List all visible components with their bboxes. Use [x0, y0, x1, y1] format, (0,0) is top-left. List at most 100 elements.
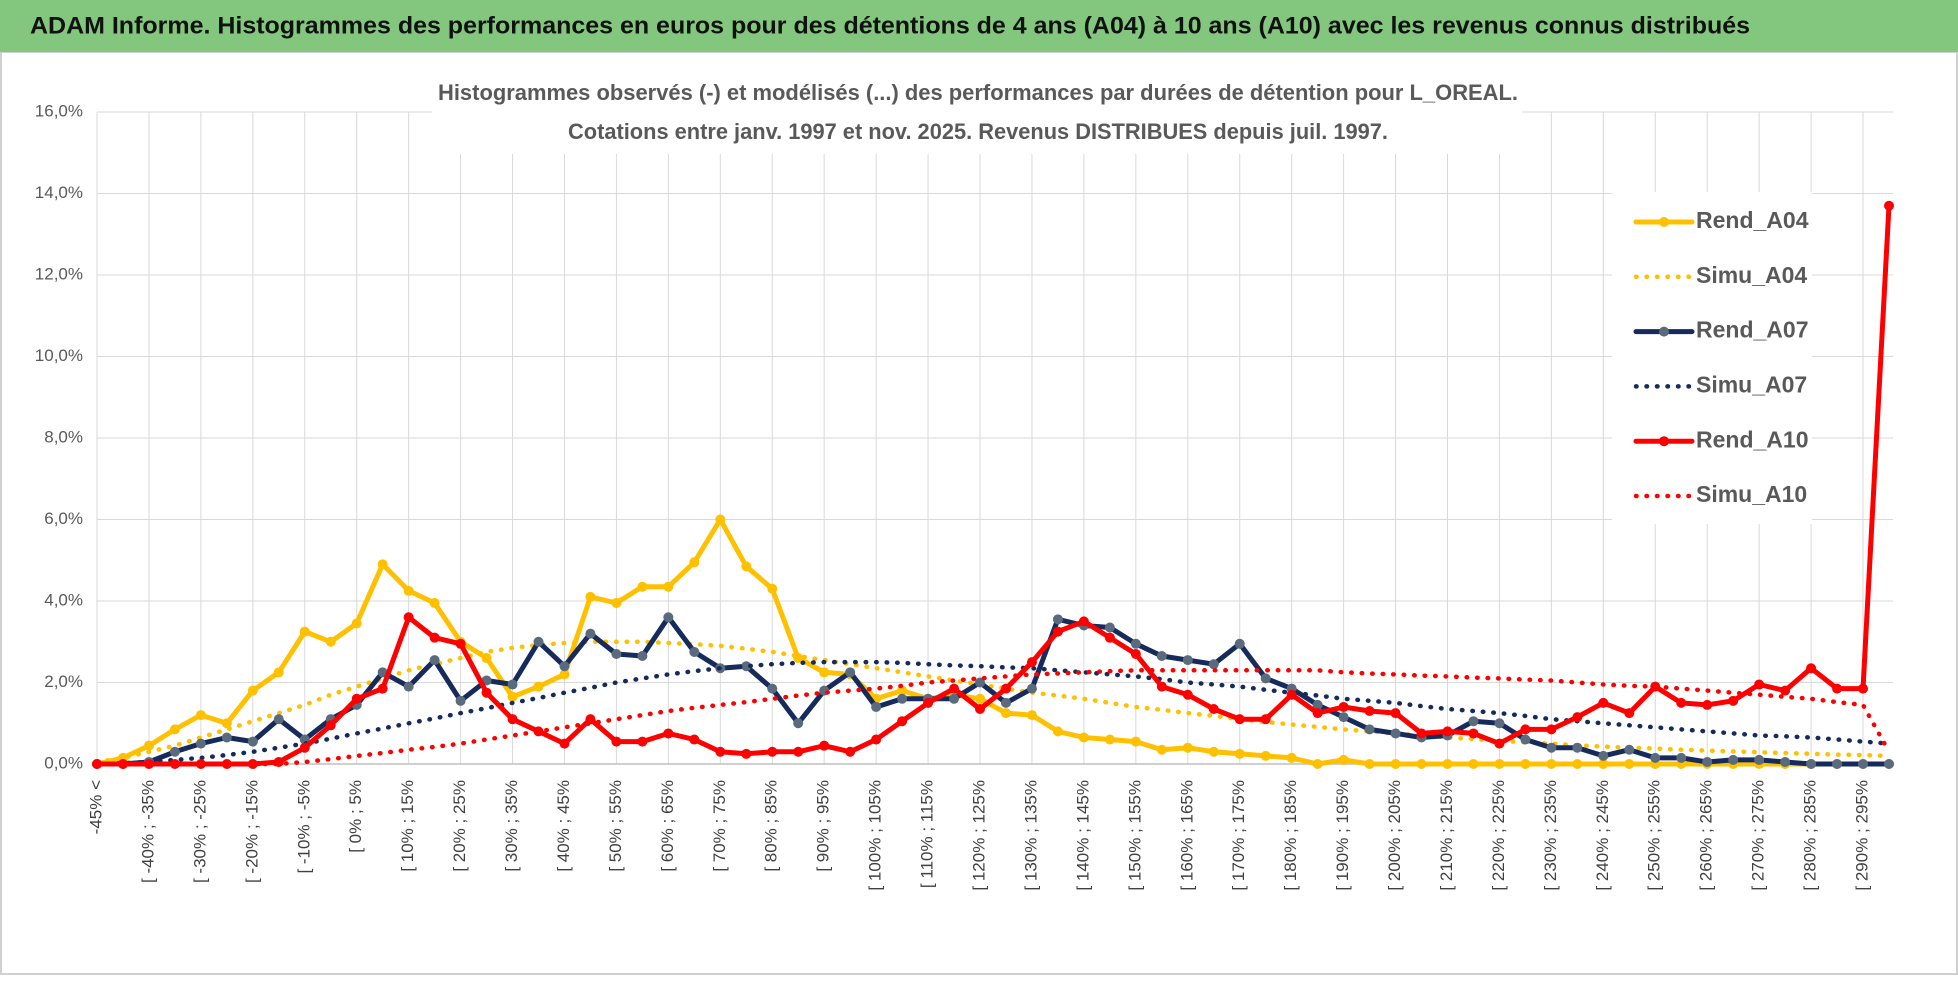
series-marker: [1052, 614, 1063, 625]
series-marker: [949, 683, 960, 694]
series-marker: [1234, 714, 1245, 725]
series-marker: [793, 718, 804, 729]
x-tick-label: [ 280% ; 285%: [1801, 780, 1820, 891]
series-marker: [273, 714, 284, 725]
series-marker: [1026, 683, 1037, 694]
x-tick-label: [ 220% ; 225%: [1489, 780, 1508, 891]
series-marker: [1260, 673, 1271, 684]
series-marker: [1104, 734, 1115, 745]
series-marker: [143, 740, 154, 751]
series-marker: [1442, 759, 1453, 769]
series-marker: [507, 679, 518, 690]
series-marker: [949, 693, 960, 704]
series-marker: [585, 591, 596, 602]
series-marker: [767, 683, 778, 694]
series-marker: [1260, 750, 1271, 761]
series-marker: [663, 581, 674, 592]
x-tick-label: [ 100% ; 105%: [866, 780, 885, 891]
series-marker: [1416, 728, 1427, 739]
series-marker: [1260, 714, 1271, 725]
series-marker: [403, 585, 414, 596]
series-marker: [1832, 683, 1843, 694]
series-marker: [611, 648, 622, 659]
series-marker: [325, 720, 336, 731]
series-marker: [403, 612, 414, 623]
series-marker: [663, 612, 674, 623]
series-marker: [611, 598, 622, 609]
series-marker: [819, 740, 830, 751]
series-line: [94, 517, 1892, 767]
series-marker: [1884, 759, 1894, 769]
series-marker: [611, 736, 622, 747]
legend-marker: [1659, 326, 1669, 337]
series-marker: [1078, 616, 1089, 627]
header-bar: [0, 0, 1958, 52]
series-marker: [247, 685, 258, 696]
series-marker: [533, 681, 544, 692]
series-marker: [195, 738, 206, 749]
x-tick-label: [ 0% ; 5%: [346, 780, 365, 853]
series-marker: [845, 667, 856, 678]
series-marker: [299, 626, 310, 637]
series-marker: [1832, 759, 1843, 769]
series-marker: [1754, 754, 1765, 765]
series-marker: [1026, 657, 1037, 668]
series-marker: [585, 628, 596, 639]
series-line: [94, 203, 1892, 767]
series-marker: [975, 693, 986, 704]
series-marker: [975, 703, 986, 714]
x-tick-label: [ 200% ; 205%: [1385, 780, 1404, 891]
series-marker: [1884, 200, 1894, 211]
x-tick-label: [ 140% ; 145%: [1073, 780, 1092, 891]
legend-label: Simu_A07: [1696, 371, 1807, 397]
series-marker: [429, 632, 440, 643]
x-tick-label: [ 250% ; 255%: [1645, 780, 1664, 891]
series-marker: [247, 736, 258, 747]
series-marker: [689, 734, 700, 745]
title-background: [432, 74, 1522, 154]
series-marker: [559, 738, 570, 749]
series-marker: [741, 561, 752, 572]
series-marker: [351, 693, 362, 704]
series-marker: [897, 685, 908, 696]
series-marker: [299, 742, 310, 753]
series-marker: [1780, 685, 1791, 696]
series-marker: [1624, 744, 1635, 755]
x-tick-label: [ 70% ; 75%: [710, 780, 729, 872]
x-tick-label: [ 10% ; 15%: [398, 780, 417, 872]
series-marker: [377, 559, 388, 570]
series-marker: [1598, 750, 1609, 761]
legend-label: Rend_A10: [1696, 426, 1808, 452]
series-marker: [1520, 734, 1531, 745]
series-marker: [1156, 681, 1167, 692]
y-tick-label: 12,0%: [35, 264, 83, 283]
series-marker: [1286, 752, 1297, 763]
x-tick-label: [ 80% ; 85%: [762, 780, 781, 872]
x-tick-label: [ 20% ; 25%: [450, 780, 469, 872]
series-marker: [1390, 728, 1401, 739]
series-marker: [507, 714, 518, 725]
series-marker: [1598, 759, 1609, 769]
series-marker: [1390, 759, 1401, 769]
y-tick-label: 4,0%: [44, 590, 83, 609]
series-marker: [897, 716, 908, 727]
x-tick-label: [ 180% ; 185%: [1281, 780, 1300, 891]
series-marker: [559, 661, 570, 672]
x-tick-label: [ 90% ; 95%: [814, 780, 833, 872]
series-marker: [1182, 689, 1193, 700]
series-marker: [1000, 708, 1011, 719]
series-marker: [1572, 712, 1583, 723]
series-marker: [1364, 724, 1375, 735]
series-marker: [1676, 697, 1687, 708]
series-marker: [1806, 663, 1817, 674]
legend-label: Rend_A04: [1696, 207, 1809, 233]
series-line: [94, 659, 1892, 767]
x-tick-label: [ 170% ; 175%: [1229, 780, 1248, 891]
series-marker: [455, 638, 466, 649]
series-marker: [1624, 708, 1635, 719]
x-tick-label: [ -30% ; -25%: [190, 780, 209, 883]
x-tick-label: [ 240% ; 245%: [1593, 780, 1612, 891]
series-marker: [1494, 759, 1505, 769]
series-marker: [1104, 622, 1115, 633]
x-tick-label: [ 40% ; 45%: [554, 780, 573, 872]
